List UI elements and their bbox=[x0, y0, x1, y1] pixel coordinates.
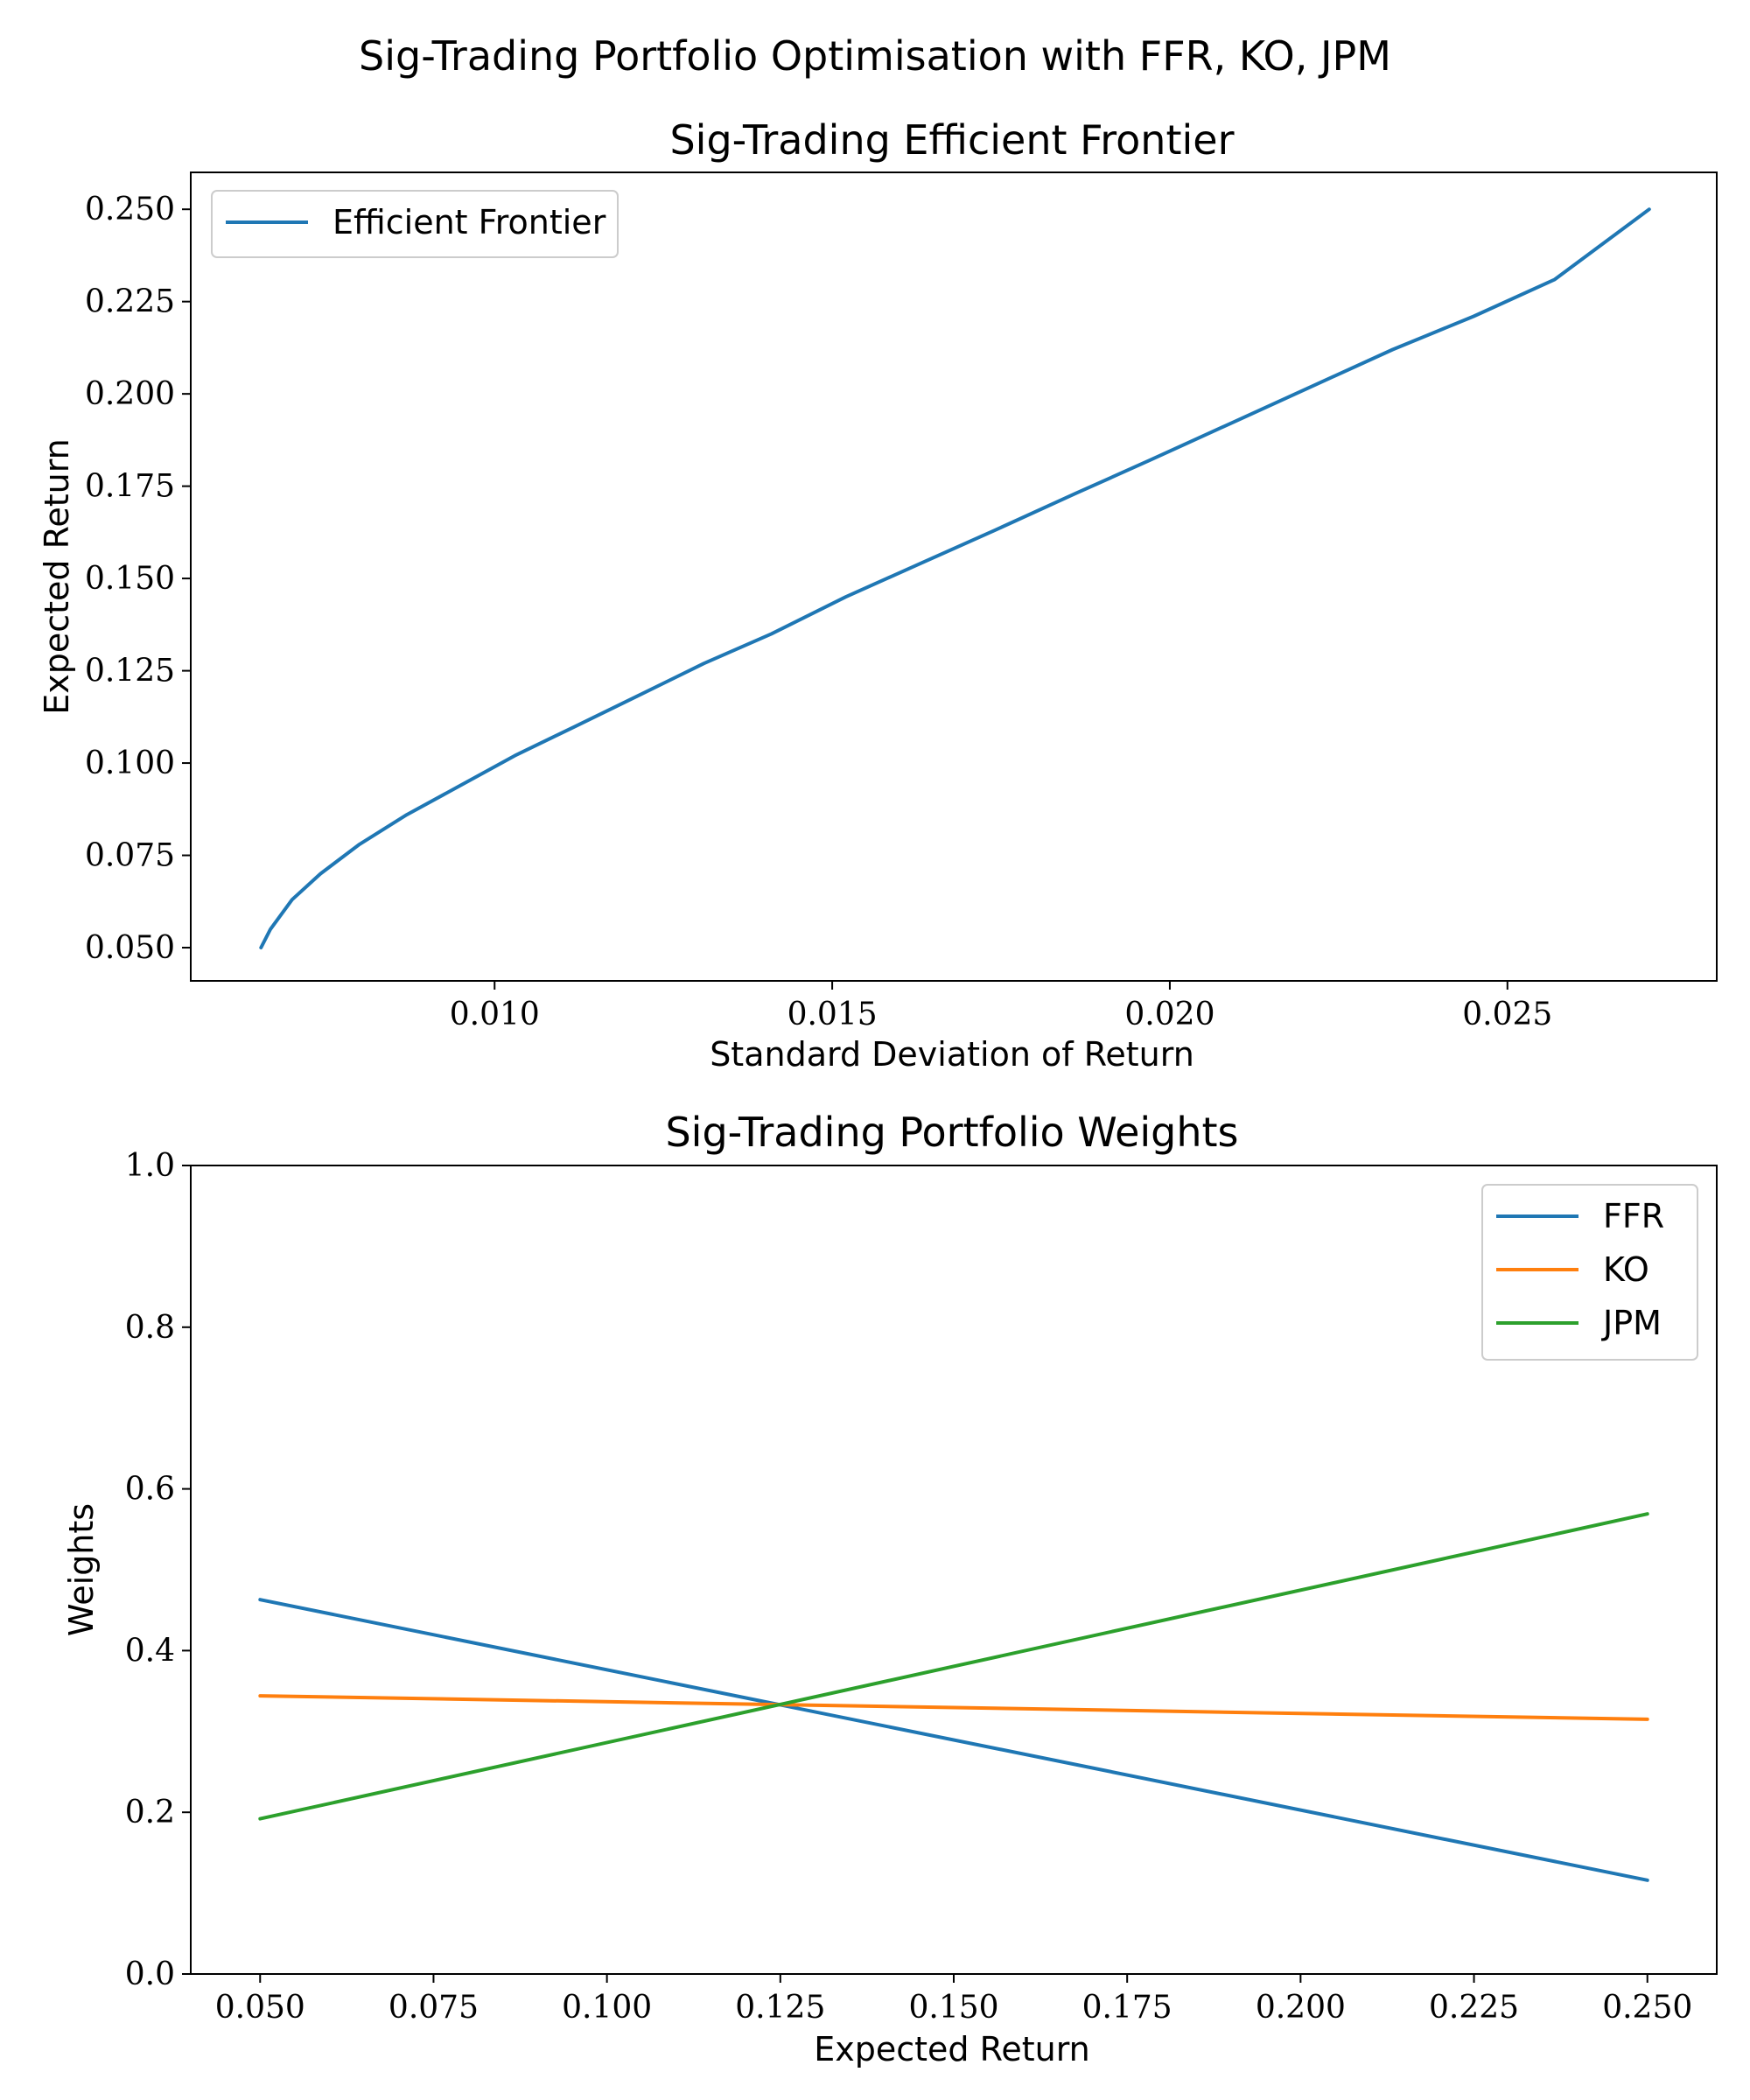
y-tick-label: 0.2 bbox=[125, 1795, 175, 1830]
x-tick-label: 0.015 bbox=[788, 997, 878, 1032]
y-tick-label: 1.0 bbox=[125, 1148, 175, 1184]
x-tick-label: 0.050 bbox=[215, 1990, 305, 2026]
y-tick-label: 0.4 bbox=[125, 1633, 175, 1669]
legend: FFR KO JPM bbox=[1481, 1184, 1698, 1361]
legend-box bbox=[211, 190, 619, 258]
series-line-ffr bbox=[258, 1598, 1649, 1882]
legend-label-efficient-frontier: Efficient Frontier bbox=[332, 203, 606, 242]
plot-lines bbox=[259, 207, 1651, 949]
x-tick-label: 0.200 bbox=[1256, 1990, 1346, 2026]
chart-title: Sig-Trading Portfolio Weights bbox=[665, 1109, 1238, 1156]
y-tick-label: 0.200 bbox=[85, 376, 175, 412]
axes-frame bbox=[190, 172, 1718, 982]
y-axis-label: Expected Return bbox=[38, 438, 76, 714]
y-tick-label: 0.125 bbox=[85, 654, 175, 690]
x-tick-label: 0.250 bbox=[1602, 1990, 1692, 2026]
axes-frame bbox=[190, 1165, 1718, 1975]
x-tick-label: 0.075 bbox=[388, 1990, 479, 2026]
legend-label-jpm: JPM bbox=[1601, 1304, 1662, 1342]
y-tick-label: 0.8 bbox=[125, 1310, 175, 1346]
axis-ticks: 0.050 0.075 0.100 0.125 0.150 0.175 0.200 0.225… bbox=[125, 1148, 1693, 2026]
chart-title: Sig-Trading Efficient Frontier bbox=[669, 116, 1234, 164]
figure-suptitle: Sig-Trading Portfolio Optimisation with … bbox=[359, 32, 1391, 80]
x-tick-label: 0.010 bbox=[450, 997, 540, 1032]
legend-box bbox=[1481, 1184, 1698, 1361]
plot-lines bbox=[258, 1512, 1649, 1882]
x-tick-label: 0.125 bbox=[735, 1990, 825, 2026]
y-tick-label: 0.050 bbox=[85, 930, 175, 966]
series-line-ko bbox=[258, 1694, 1649, 1721]
y-axis-label: Weights bbox=[62, 1503, 101, 1636]
x-tick-label: 0.100 bbox=[562, 1990, 652, 2026]
y-tick-label: 0.075 bbox=[85, 838, 175, 874]
y-tick-label: 0.250 bbox=[85, 192, 175, 228]
series-line-efficient-frontier bbox=[259, 207, 1651, 949]
x-tick-label: 0.225 bbox=[1429, 1990, 1519, 2026]
legend-label-ffr: FFR bbox=[1603, 1197, 1664, 1236]
axis-ticks: 0.010 0.015 0.020 0.025 0.050 0.075 0.100 0.125… bbox=[85, 192, 1552, 1032]
y-tick-label: 0.100 bbox=[85, 746, 175, 781]
x-tick-label: 0.175 bbox=[1082, 1990, 1172, 2026]
y-tick-label: 0.6 bbox=[125, 1472, 175, 1508]
y-tick-label: 0.0 bbox=[125, 1956, 175, 1992]
x-tick-label: 0.020 bbox=[1124, 997, 1214, 1032]
y-tick-label: 0.225 bbox=[85, 284, 175, 320]
efficient-frontier-chart: Sig-Trading Efficient Frontier 0.010 0.01… bbox=[38, 116, 1718, 1074]
x-axis-label: Standard Deviation of Return bbox=[710, 1035, 1194, 1074]
series-line-jpm bbox=[258, 1512, 1649, 1821]
y-tick-label: 0.175 bbox=[85, 469, 175, 505]
legend-label-ko: KO bbox=[1603, 1250, 1649, 1289]
legend: Efficient Frontier bbox=[211, 190, 619, 258]
y-tick-label: 0.150 bbox=[85, 561, 175, 597]
portfolio-weights-chart: Sig-Trading Portfolio Weights 0.050 0.075… bbox=[62, 1109, 1718, 2068]
x-tick-label: 0.025 bbox=[1462, 997, 1552, 1032]
x-axis-label: Expected Return bbox=[814, 2030, 1089, 2068]
x-tick-label: 0.150 bbox=[908, 1990, 998, 2026]
